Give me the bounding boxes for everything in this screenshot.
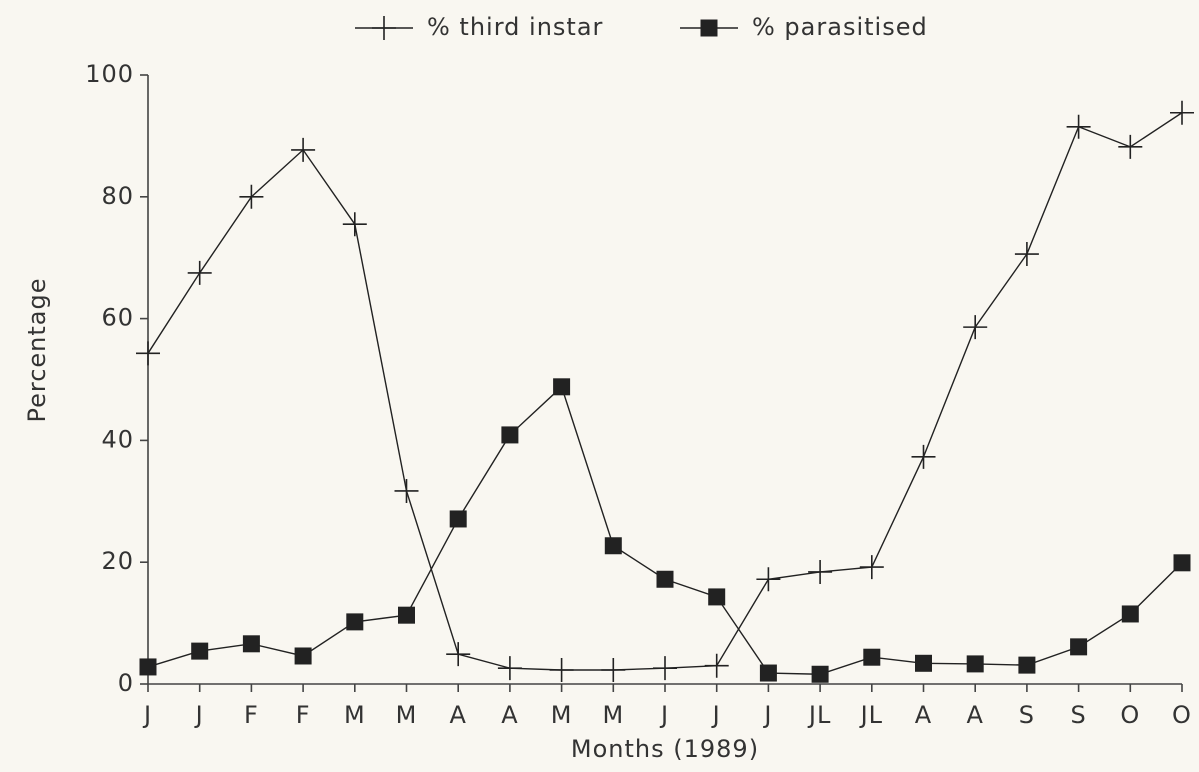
- point: [963, 315, 988, 340]
- point: [291, 137, 316, 162]
- x-axis-label: Months (1989): [571, 735, 759, 763]
- point: [191, 642, 209, 660]
- series-line: [147, 385, 1183, 675]
- point: [915, 654, 932, 672]
- x-tick-label: JL: [807, 701, 831, 729]
- point: [1170, 100, 1194, 125]
- x-tick-label: J: [194, 701, 204, 729]
- x-tick-label: JL: [859, 701, 883, 729]
- x-tick-label: A: [966, 701, 983, 729]
- point: [653, 656, 677, 681]
- x-tick-label: J: [142, 701, 152, 729]
- x-tick-label: O: [1172, 701, 1192, 729]
- x-tick-label: F: [296, 701, 311, 729]
- x-tick-label: J: [711, 701, 721, 729]
- legend-label: % parasitised: [752, 13, 928, 41]
- point: [604, 537, 622, 555]
- point: [911, 444, 936, 469]
- point: [863, 648, 881, 666]
- point: [501, 426, 519, 444]
- point: [601, 657, 626, 682]
- x-tick-label: A: [449, 701, 466, 729]
- point: [704, 653, 729, 678]
- point: [859, 555, 884, 580]
- point: [497, 656, 522, 681]
- x-tick-label: F: [244, 701, 259, 729]
- y-tick-label: 100: [85, 60, 134, 88]
- point: [242, 635, 260, 653]
- y-tick-label: 40: [101, 425, 134, 453]
- point: [759, 664, 777, 682]
- legend-label: % third instar: [427, 13, 603, 41]
- point: [394, 478, 419, 503]
- x-tick-label: A: [501, 701, 518, 729]
- point: [239, 184, 264, 209]
- point: [446, 642, 471, 667]
- x-tick-label: J: [659, 701, 669, 729]
- point: [1070, 638, 1088, 656]
- point: [187, 260, 212, 285]
- x-tick-label: M: [344, 701, 366, 729]
- point: [346, 613, 364, 631]
- point: [1173, 554, 1191, 572]
- y-tick-label: 0: [118, 669, 134, 697]
- point: [1014, 242, 1039, 267]
- point: [136, 341, 160, 366]
- point: [811, 665, 829, 683]
- x-tick-label: M: [551, 701, 573, 729]
- point: [1018, 656, 1036, 674]
- point: [449, 510, 467, 528]
- point: [708, 588, 726, 606]
- y-tick-label: 60: [101, 304, 134, 332]
- x-tick-label: M: [602, 701, 624, 729]
- x-tick-label: O: [1120, 701, 1140, 729]
- point: [553, 378, 571, 396]
- legend-marker: [700, 19, 718, 37]
- point: [398, 606, 415, 624]
- x-tick-label: J: [762, 701, 772, 729]
- point: [966, 655, 984, 673]
- x-tick-label: S: [1070, 701, 1086, 729]
- point: [808, 559, 833, 584]
- y-axis-label: Percentage: [23, 277, 51, 422]
- x-tick-label: M: [396, 701, 418, 729]
- point: [656, 570, 674, 588]
- point: [1066, 114, 1091, 139]
- point: [1121, 605, 1139, 623]
- y-tick-label: 20: [101, 547, 134, 575]
- y-tick-label: 80: [101, 182, 134, 210]
- point: [1118, 134, 1143, 159]
- x-tick-label: A: [915, 701, 932, 729]
- point: [139, 658, 157, 676]
- x-tick-label: S: [1019, 701, 1035, 729]
- legend-marker: [372, 16, 396, 40]
- point: [756, 567, 781, 592]
- point: [342, 212, 367, 237]
- point: [549, 657, 574, 682]
- point: [294, 647, 312, 665]
